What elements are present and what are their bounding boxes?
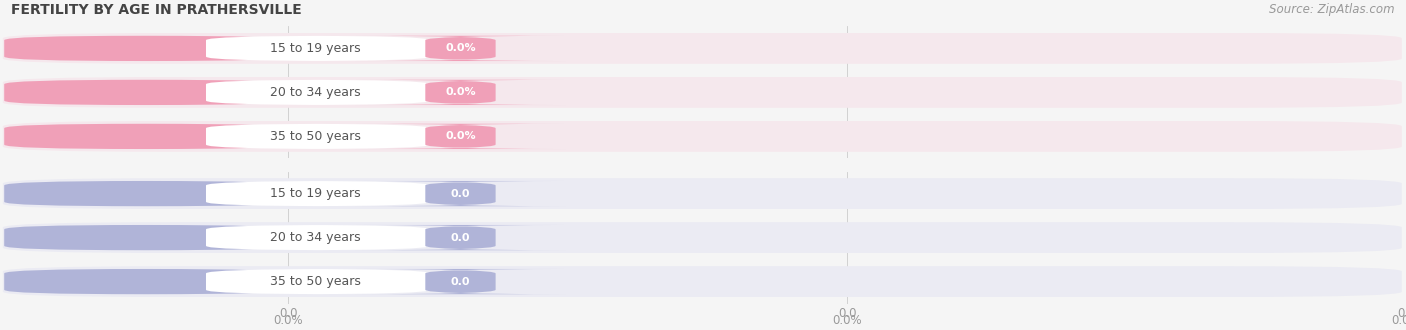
Text: 0.0: 0.0	[451, 233, 470, 243]
FancyBboxPatch shape	[4, 225, 288, 250]
FancyBboxPatch shape	[3, 222, 1402, 253]
Text: 0.0%: 0.0%	[446, 44, 475, 53]
Text: 0.0: 0.0	[838, 307, 856, 320]
FancyBboxPatch shape	[205, 124, 430, 149]
FancyBboxPatch shape	[354, 80, 565, 105]
Text: Source: ZipAtlas.com: Source: ZipAtlas.com	[1270, 3, 1395, 16]
FancyBboxPatch shape	[205, 269, 430, 294]
Text: 0.0: 0.0	[278, 307, 298, 320]
FancyBboxPatch shape	[354, 124, 565, 149]
FancyBboxPatch shape	[4, 181, 288, 206]
FancyBboxPatch shape	[354, 225, 565, 250]
Text: 0.0: 0.0	[1396, 307, 1406, 320]
Text: 20 to 34 years: 20 to 34 years	[270, 231, 360, 244]
FancyBboxPatch shape	[3, 77, 1402, 108]
FancyBboxPatch shape	[3, 121, 1402, 152]
Text: 0.0%: 0.0%	[273, 314, 304, 327]
Text: 0.0%: 0.0%	[446, 131, 475, 141]
Text: 0.0: 0.0	[451, 277, 470, 286]
FancyBboxPatch shape	[3, 266, 1402, 297]
FancyBboxPatch shape	[4, 36, 288, 61]
FancyBboxPatch shape	[205, 181, 430, 206]
FancyBboxPatch shape	[205, 36, 430, 61]
FancyBboxPatch shape	[205, 225, 430, 250]
Text: 0.0: 0.0	[451, 189, 470, 199]
FancyBboxPatch shape	[4, 80, 288, 105]
Text: 35 to 50 years: 35 to 50 years	[270, 130, 360, 143]
FancyBboxPatch shape	[354, 181, 565, 206]
Text: 20 to 34 years: 20 to 34 years	[270, 86, 360, 99]
FancyBboxPatch shape	[4, 269, 288, 294]
Text: FERTILITY BY AGE IN PRATHERSVILLE: FERTILITY BY AGE IN PRATHERSVILLE	[11, 3, 302, 17]
Text: 15 to 19 years: 15 to 19 years	[270, 42, 360, 55]
Text: 15 to 19 years: 15 to 19 years	[270, 187, 360, 200]
FancyBboxPatch shape	[354, 269, 565, 294]
FancyBboxPatch shape	[4, 124, 288, 149]
FancyBboxPatch shape	[3, 33, 1402, 64]
Text: 0.0%: 0.0%	[446, 87, 475, 97]
FancyBboxPatch shape	[205, 80, 430, 105]
FancyBboxPatch shape	[354, 36, 565, 61]
Text: 35 to 50 years: 35 to 50 years	[270, 275, 360, 288]
Text: 0.0%: 0.0%	[832, 314, 862, 327]
Text: 0.0%: 0.0%	[1391, 314, 1406, 327]
FancyBboxPatch shape	[3, 178, 1402, 209]
